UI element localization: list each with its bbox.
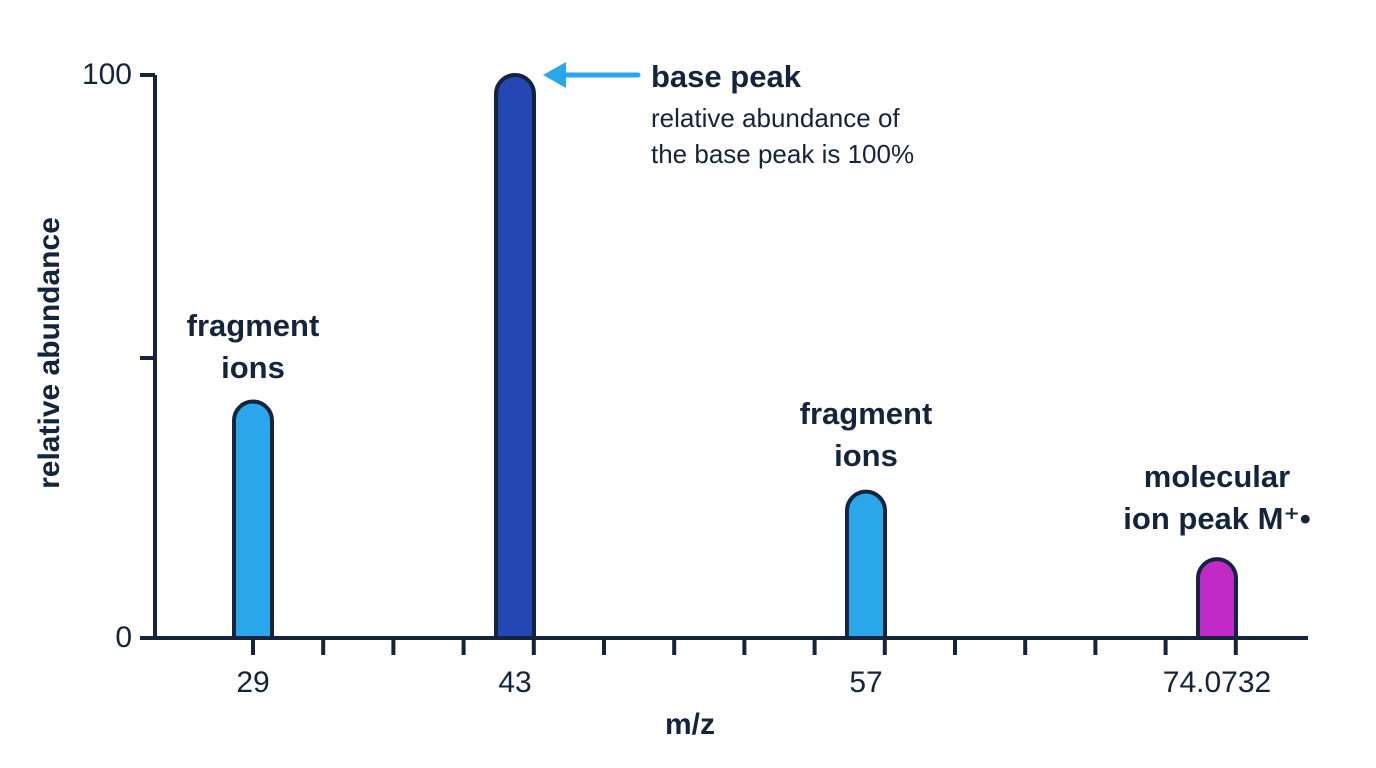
y-axis-title: relative abundance xyxy=(33,217,66,489)
x-tick-label-29: 29 xyxy=(236,666,270,699)
axes-group xyxy=(140,73,1308,640)
bar-mz-74-0732 xyxy=(1196,557,1238,640)
molecular-line1: molecular xyxy=(1143,459,1291,494)
x-tick-label-74: 74.0732 xyxy=(1162,666,1272,699)
x-axis-title: m/z xyxy=(664,708,715,741)
fragment-left-line2: ions xyxy=(221,350,285,385)
fragment-left-line1: fragment xyxy=(186,308,320,343)
x-tick-label-43: 43 xyxy=(498,666,532,699)
x-minor-ticks xyxy=(251,638,1238,655)
y-tick-label-0: 0 xyxy=(115,621,132,654)
x-tick-label-57: 57 xyxy=(849,666,883,699)
base-peak-annotation: base peak relative abundance of the base… xyxy=(651,56,1011,172)
bar-mz-29 xyxy=(232,399,274,640)
bars-group xyxy=(232,73,1238,640)
fragment-ions-right-label: fragment ions xyxy=(766,393,966,477)
bar-mz-57 xyxy=(845,489,887,640)
molecular-ion-label: molecular ion peak M⁺• xyxy=(1097,456,1337,540)
y-tick-label-100: 100 xyxy=(81,58,132,91)
fragment-right-line1: fragment xyxy=(799,396,933,431)
base-peak-arrow xyxy=(543,62,641,88)
base-peak-title: base peak xyxy=(651,59,801,94)
arrow-head xyxy=(543,62,566,88)
base-peak-desc-line1: relative abundance of xyxy=(651,103,900,133)
base-peak-desc-line2: the base peak is 100% xyxy=(651,139,915,169)
fragment-ions-left-label: fragment ions xyxy=(153,305,353,389)
bar-mz-43 xyxy=(494,73,536,640)
fragment-right-line2: ions xyxy=(834,438,898,473)
molecular-line2: ion peak M⁺• xyxy=(1123,501,1311,536)
